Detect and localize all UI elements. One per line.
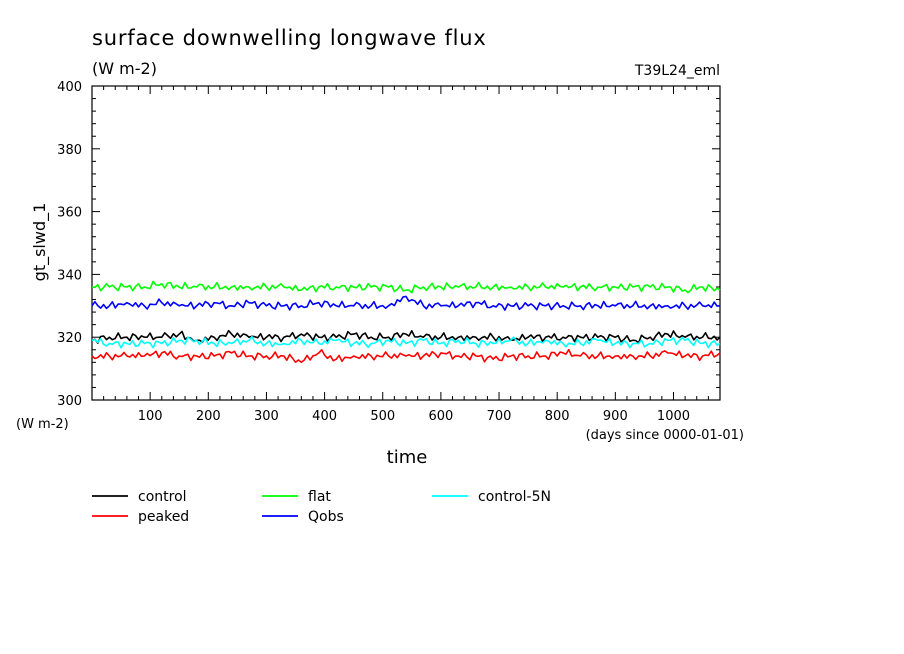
x-tick-label: 100 <box>138 409 163 424</box>
x-tick-label: 300 <box>254 409 279 424</box>
legend: control peaked flat Qobs control-5N <box>92 489 551 525</box>
legend-label-qobs: Qobs <box>308 509 344 525</box>
legend-label-peaked: peaked <box>138 509 189 525</box>
x-tick-label: 400 <box>312 409 337 424</box>
legend-label-control-5n: control-5N <box>478 489 551 505</box>
x-tick-label: 1000 <box>657 409 690 424</box>
x-tick-label: 500 <box>370 409 395 424</box>
series-line-peaked <box>91 348 721 364</box>
y-tick-label: 400 <box>57 80 82 95</box>
x-tick-label: 800 <box>545 409 570 424</box>
legend-label-control: control <box>138 489 187 505</box>
series-line-flat <box>91 280 721 294</box>
legend-label-flat: flat <box>308 489 331 505</box>
x-tick-label: 600 <box>428 409 453 424</box>
y-axis-label: gt_slwd_1 <box>30 203 50 282</box>
y-tick-label: 380 <box>57 143 82 158</box>
plot-frame <box>91 85 721 401</box>
run-label: T39L24_eml <box>634 63 720 79</box>
series-line-control-5n <box>91 335 721 349</box>
series-line-qobs <box>91 295 721 311</box>
y-tick-label: 300 <box>57 394 82 409</box>
tick-labels: 100 200 300 400 500 600 700 800 900 1000 300 320 340… <box>57 80 690 424</box>
axis-ticks <box>91 85 721 401</box>
y-tick-label: 360 <box>57 206 82 221</box>
x-tick-label: 900 <box>603 409 628 424</box>
x-axis-label: time <box>387 447 428 468</box>
x-tick-label: 700 <box>487 409 512 424</box>
y-axis-units: (W m-2) <box>16 417 69 432</box>
y-tick-label: 320 <box>57 331 82 346</box>
y-tick-label: 340 <box>57 268 82 283</box>
chart-title: surface downwelling longwave flux <box>92 26 487 50</box>
x-tick-label: 200 <box>196 409 221 424</box>
x-axis-units: (days since 0000-01-01) <box>586 428 744 443</box>
chart-subtitle-units: (W m-2) <box>92 59 157 78</box>
series-lines <box>91 280 721 364</box>
